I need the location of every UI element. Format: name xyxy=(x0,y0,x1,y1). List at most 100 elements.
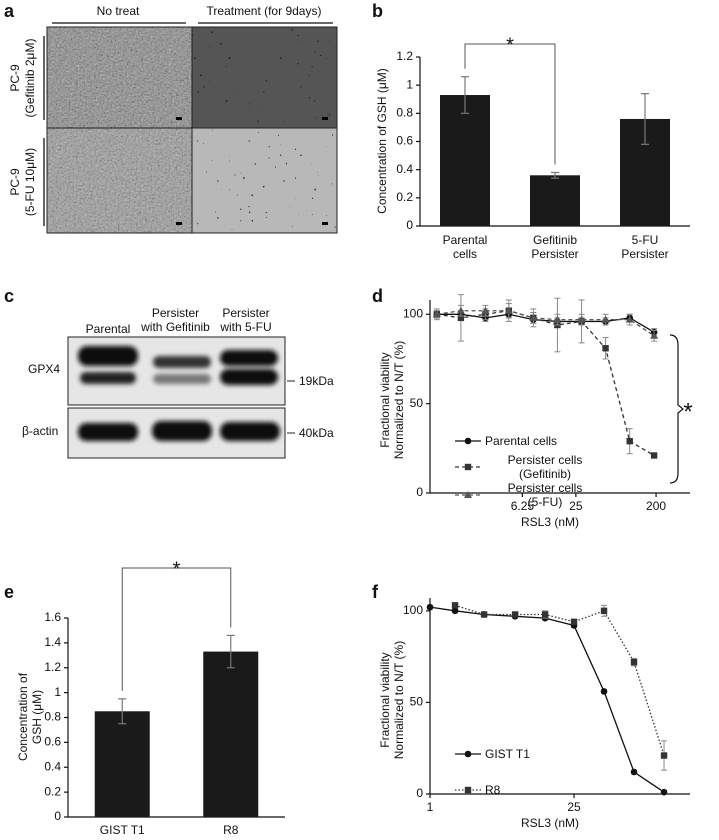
error-bar xyxy=(641,93,649,145)
marker xyxy=(457,314,465,322)
significance-bracket xyxy=(121,567,232,691)
y-tick-label: 0.8 xyxy=(396,106,413,120)
marker xyxy=(529,313,538,321)
y-axis-label: Concentration of GSH (μM) xyxy=(16,672,44,762)
y-axis-label: Fractional viability Normalized to N/T (… xyxy=(378,340,406,460)
lane-header: Parental xyxy=(86,322,131,336)
bar xyxy=(94,711,150,817)
y-axis-label: Fractional viability Normalized to N/T (… xyxy=(378,640,406,760)
x-tick-label: 1 xyxy=(427,800,434,814)
y-axis-label: Concentration of GSH (μM) xyxy=(375,68,389,214)
marker xyxy=(511,611,519,618)
y-tick-label: 0.6 xyxy=(396,134,413,148)
y-tick-label: 0.2 xyxy=(396,190,413,204)
y-tick-label: 100 xyxy=(403,306,423,320)
y-tick-label: 0.4 xyxy=(396,162,413,176)
marker xyxy=(630,768,638,776)
y-tick-label: 0 xyxy=(416,786,423,800)
x-tick-label: Gefitinib Persister xyxy=(531,233,579,261)
x-tick-label: Parental cells xyxy=(442,233,488,261)
significance-bracket xyxy=(669,334,684,484)
marker xyxy=(600,688,608,695)
legend-label-box: Persister cells (5-FU) xyxy=(507,481,583,509)
marker xyxy=(480,611,488,618)
y-tick-label: 100 xyxy=(403,603,423,617)
legend-label: Parental cells xyxy=(485,434,558,448)
legend-label-box: R8 xyxy=(485,783,501,797)
y-tick-label: 1.2 xyxy=(44,660,61,674)
y-tick-label: 0 xyxy=(54,809,61,823)
annotation: * xyxy=(506,34,514,56)
y-tick-label: 1 xyxy=(406,77,413,91)
x-tick-label: GIST T1 xyxy=(99,823,145,837)
y-axis-label-box: Concentration of GSH (μM) xyxy=(16,672,44,762)
row-label: PC-9 xyxy=(8,64,22,92)
panel-label: d xyxy=(372,286,383,306)
panel-label: f xyxy=(372,582,379,602)
annotation: * xyxy=(683,398,692,425)
marker xyxy=(626,437,633,445)
marker xyxy=(481,306,490,314)
marker xyxy=(464,750,472,758)
size-marker: 40kDa xyxy=(299,426,334,440)
marker xyxy=(464,463,472,471)
x-tick-label: 200 xyxy=(646,499,666,513)
x-tick-label-box: R8 xyxy=(223,823,238,837)
x-tick-label: 25 xyxy=(569,499,583,513)
marker xyxy=(464,491,472,498)
marker xyxy=(625,315,634,323)
x-axis-label: RSL3 (nM) xyxy=(521,515,579,529)
marker xyxy=(504,306,513,314)
marker xyxy=(577,315,586,323)
marker xyxy=(456,306,465,314)
row-label: (5-FU 10μM) xyxy=(23,148,37,216)
panel-label: c xyxy=(4,286,14,306)
lane-header: Persister with Gefitinib xyxy=(141,306,210,334)
size-marker: 19kDa xyxy=(299,374,334,388)
row-label: PC-9 xyxy=(8,168,22,196)
y-tick-label: 0 xyxy=(406,218,413,232)
marker xyxy=(451,607,459,615)
x-tick-label: 6.25 xyxy=(511,499,535,513)
row-label: (Gefitinib 2μM) xyxy=(23,39,37,118)
lane-header-box: Persister with Gefitinib xyxy=(141,306,210,334)
x-tick-label-box: GIST T1 xyxy=(99,823,145,837)
x-tick-label-box: Parental cells xyxy=(442,233,488,261)
series-line xyxy=(436,310,655,337)
error-bar xyxy=(461,76,469,114)
marker xyxy=(426,603,434,611)
legend-label: R8 xyxy=(485,783,501,797)
y-tick-label: 0.6 xyxy=(44,735,61,749)
y-axis-label-box: Fractional viability Normalized to N/T (… xyxy=(378,340,406,460)
y-tick-label: 1.6 xyxy=(44,610,61,624)
bar xyxy=(440,95,490,227)
y-tick-label: 0.4 xyxy=(44,759,61,773)
y-tick-label: 0.2 xyxy=(44,784,61,798)
marker xyxy=(432,310,441,318)
legend-label-box: GIST T1 xyxy=(485,747,530,761)
lane-header: Persister with 5-FU xyxy=(220,306,272,334)
panel-label: b xyxy=(372,1,383,21)
y-tick-label: 0.8 xyxy=(44,710,61,724)
micrographs xyxy=(43,22,338,234)
annotation: * xyxy=(173,558,181,580)
marker xyxy=(464,437,472,445)
panel-label: a xyxy=(4,1,15,21)
marker xyxy=(451,602,459,609)
x-tick-label: 25 xyxy=(567,800,581,814)
bar xyxy=(203,651,259,817)
marker xyxy=(600,607,608,615)
y-tick-label: 50 xyxy=(410,396,424,410)
error-bar xyxy=(551,171,559,179)
marker xyxy=(464,786,472,794)
y-tick-label: 1.4 xyxy=(44,635,61,649)
marker xyxy=(602,345,609,352)
marker xyxy=(601,315,610,323)
y-tick-label: 1.2 xyxy=(396,49,413,63)
error-bar xyxy=(226,634,235,669)
x-axis-label: RSL3 (nM) xyxy=(521,816,579,830)
marker xyxy=(541,611,549,618)
significance-bracket xyxy=(464,43,556,165)
legend-label: Persister cells (5-FU) xyxy=(507,481,583,509)
series-line xyxy=(436,313,655,333)
